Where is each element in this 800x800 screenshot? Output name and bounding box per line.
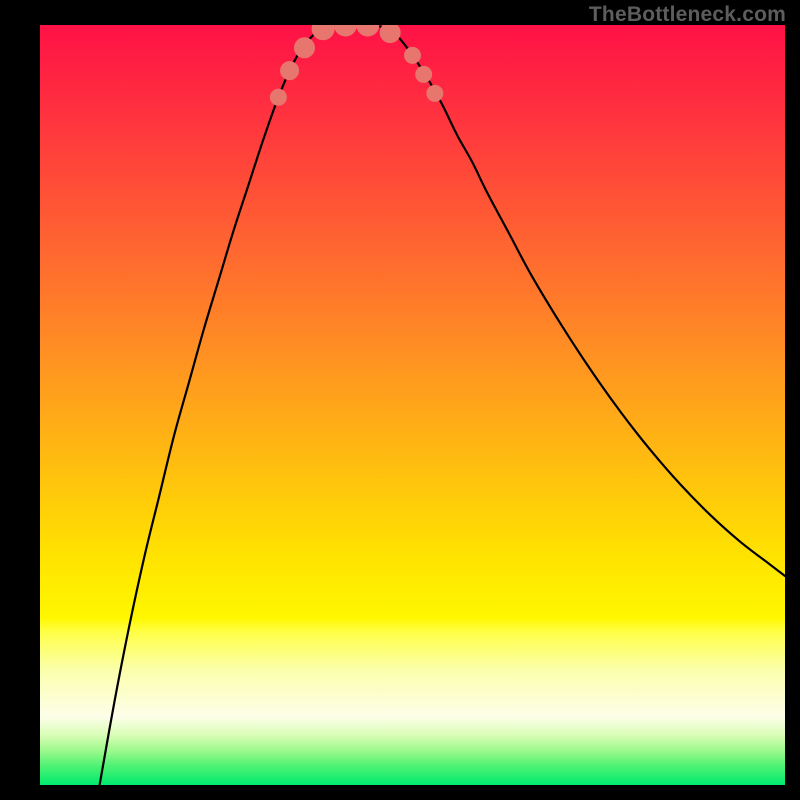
curve-layer [40,25,785,785]
chart-frame: TheBottleneck.com [0,0,800,800]
marker-point [416,66,432,82]
marker-point [281,62,299,80]
marker-point [427,85,443,101]
marker-point [405,47,421,63]
marker-point [380,25,400,43]
marker-point [294,38,314,58]
marker-point [270,89,286,105]
watermark-text: TheBottleneck.com [589,3,786,27]
marker-point [357,25,379,36]
curve-right-branch [338,25,785,576]
curve-left-branch [100,25,338,785]
marker-point [334,25,356,36]
marker-point [312,25,334,40]
plot-area [40,25,785,785]
